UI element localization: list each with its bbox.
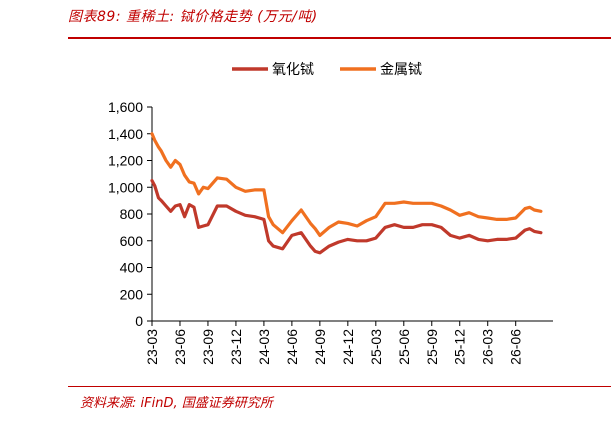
legend: 氧化铽 金属铽 — [232, 62, 422, 78]
x-tick-label: 25-06 — [396, 329, 412, 365]
legend-label: 金属铽 — [380, 62, 422, 78]
bottom-divider — [68, 386, 611, 387]
source-note: 资料来源: iFinD, 国盛证券研究所 — [80, 396, 273, 411]
axes: 0 200 400 600 800 1,000 1,200 1,400 1,600 23-03 23… — [108, 99, 553, 365]
x-tick-label: 24-09 — [312, 329, 328, 365]
series-line-oxide — [150, 179, 543, 255]
chart-title: 图表89: 重稀土: 铽价格走势 (万元/吨) — [68, 9, 318, 25]
x-tick-label: 26-06 — [508, 329, 524, 365]
x-tick-label: 26-03 — [480, 329, 496, 365]
x-tick-label: 24-06 — [284, 329, 300, 365]
x-tick-label: 23-06 — [172, 329, 188, 365]
top-divider — [68, 37, 611, 39]
x-tick-label: 25-09 — [424, 329, 440, 365]
y-tick-label: 200 — [120, 286, 144, 302]
y-tick-label: 1,000 — [108, 179, 143, 195]
x-tick-label: 25-12 — [452, 329, 468, 365]
x-tick-label: 24-12 — [340, 329, 356, 365]
y-tick-label: 400 — [120, 260, 144, 276]
x-tick-label: 25-03 — [368, 329, 384, 365]
series-line-metal — [150, 132, 543, 237]
y-tick-label: 800 — [120, 206, 144, 222]
legend-label: 氧化铽 — [272, 62, 314, 78]
y-tick-label: 1,200 — [108, 153, 143, 169]
x-tick-label: 24-03 — [256, 329, 272, 365]
series-lines — [150, 132, 543, 255]
y-tick-label: 0 — [135, 313, 143, 329]
y-tick-label: 600 — [120, 233, 144, 249]
y-tick-label: 1,400 — [108, 126, 143, 142]
x-tick-label: 23-12 — [228, 329, 244, 365]
x-tick-label: 23-09 — [200, 329, 216, 365]
y-tick-label: 1,600 — [108, 99, 143, 115]
x-tick-label: 23-03 — [144, 329, 160, 365]
